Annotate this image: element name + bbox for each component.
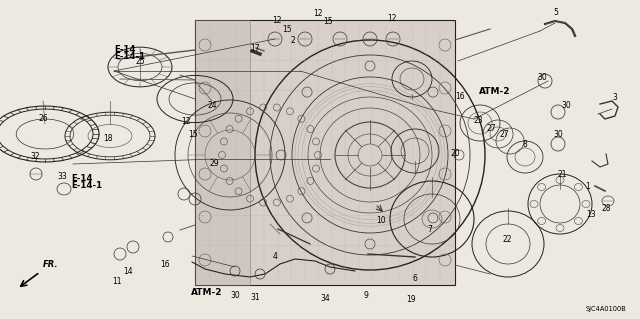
Text: 3: 3 xyxy=(612,93,617,102)
Text: 25: 25 xyxy=(136,57,146,66)
Text: 23: 23 xyxy=(474,116,484,125)
Text: 4: 4 xyxy=(273,252,278,261)
Text: 12: 12 xyxy=(272,16,281,25)
Text: 10: 10 xyxy=(376,216,386,225)
Text: E-14: E-14 xyxy=(72,174,93,182)
Text: 15: 15 xyxy=(188,130,198,139)
Text: 34: 34 xyxy=(320,294,330,303)
Text: 27: 27 xyxy=(486,124,497,133)
Text: 24: 24 xyxy=(207,101,218,110)
Text: 12: 12 xyxy=(387,14,396,23)
Text: 8: 8 xyxy=(522,140,527,149)
Text: 5: 5 xyxy=(553,8,558,17)
Text: 26: 26 xyxy=(38,114,49,123)
Text: 29: 29 xyxy=(209,159,220,168)
Text: 21: 21 xyxy=(557,170,566,179)
Text: 31: 31 xyxy=(250,293,260,302)
Text: 2: 2 xyxy=(290,36,295,45)
Text: 17: 17 xyxy=(250,44,260,53)
Text: 12: 12 xyxy=(314,9,323,18)
Text: FR.: FR. xyxy=(43,260,58,269)
Text: SJC4A0100B: SJC4A0100B xyxy=(585,306,626,312)
Text: 32: 32 xyxy=(30,152,40,161)
Text: 1: 1 xyxy=(585,182,590,191)
Polygon shape xyxy=(195,20,250,285)
Text: 27: 27 xyxy=(499,130,509,139)
Text: 15: 15 xyxy=(323,17,333,26)
Text: 30: 30 xyxy=(538,73,548,82)
Text: 18: 18 xyxy=(103,134,112,143)
Text: 20: 20 xyxy=(451,149,461,158)
Text: 28: 28 xyxy=(602,204,611,213)
Polygon shape xyxy=(195,20,455,285)
Text: 15: 15 xyxy=(282,25,292,34)
Text: 9: 9 xyxy=(364,291,369,300)
Text: 14: 14 xyxy=(123,267,133,276)
Text: 19: 19 xyxy=(406,295,416,304)
Text: 6: 6 xyxy=(412,274,417,283)
Text: E-14: E-14 xyxy=(114,45,136,54)
Text: E-14-1: E-14-1 xyxy=(72,181,103,190)
Text: 16: 16 xyxy=(454,92,465,101)
Text: 30: 30 xyxy=(553,130,563,139)
Text: 12: 12 xyxy=(181,117,190,126)
Text: 30: 30 xyxy=(230,291,241,300)
Text: 7: 7 xyxy=(428,225,433,234)
Text: 22: 22 xyxy=(502,235,511,244)
Text: 13: 13 xyxy=(586,210,596,219)
Text: E-14-1: E-14-1 xyxy=(114,52,145,61)
Text: 30: 30 xyxy=(561,101,572,110)
Text: 33: 33 xyxy=(58,172,68,181)
Text: ATM-2: ATM-2 xyxy=(479,87,510,96)
Text: 11: 11 xyxy=(112,277,121,286)
Text: ATM-2: ATM-2 xyxy=(191,288,222,297)
Text: 16: 16 xyxy=(160,260,170,269)
